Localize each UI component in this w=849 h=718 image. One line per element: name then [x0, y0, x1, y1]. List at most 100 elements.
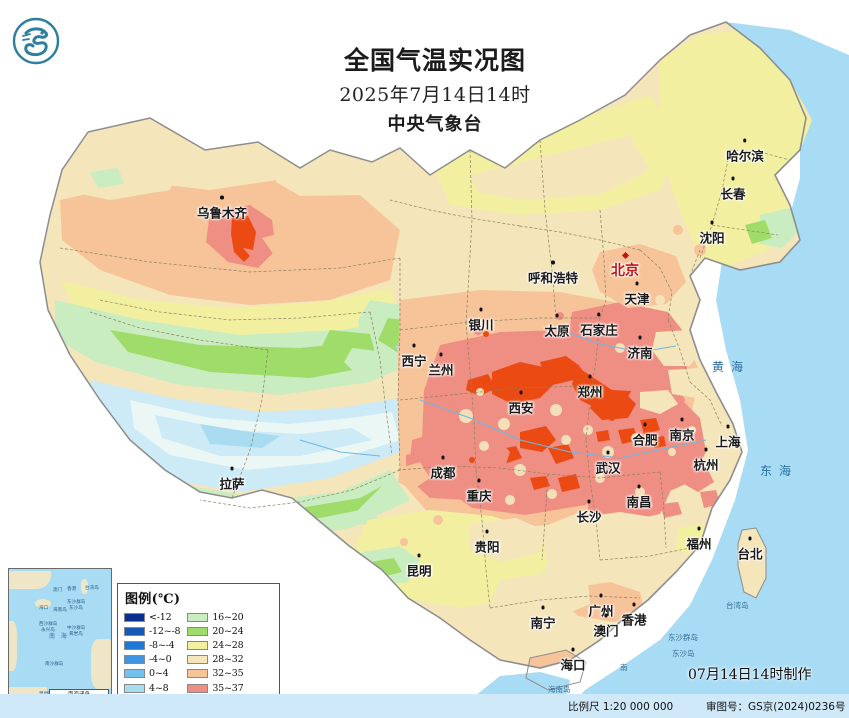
city-marker-icon — [219, 195, 224, 199]
city-label: 天津 — [624, 281, 650, 308]
inset-place-label: 西沙群岛 — [39, 622, 58, 627]
city-name: 郑州 — [577, 384, 603, 400]
city-marker-icon — [679, 417, 684, 421]
city-name: 乌鲁木齐 — [196, 205, 248, 221]
city-name: 沈阳 — [699, 230, 725, 246]
city-name: 广州 — [588, 603, 614, 619]
inset-sea-name: 南 海 — [49, 633, 69, 640]
city-name: 福州 — [686, 536, 712, 552]
legend-row: 16~20 — [187, 610, 244, 624]
city-name: 昆明 — [406, 563, 432, 579]
city-marker-icon — [440, 455, 445, 459]
city-label: 杭州 — [693, 447, 719, 474]
legend-row: 35~37 — [187, 681, 244, 695]
inset-place-label: 中沙群岛 — [67, 626, 86, 631]
city-name: 杭州 — [693, 457, 719, 473]
inset-place-label: 黄岩岛 — [69, 632, 83, 637]
legend-range-label: 0~4 — [149, 668, 169, 680]
island-name-label: 台湾岛 — [726, 601, 749, 610]
city-name: 贵阳 — [474, 539, 500, 555]
inset-place-label: 东沙岛 — [69, 606, 83, 611]
made-at-timestamp: 07月14日14时制作 — [688, 667, 812, 683]
city-marker-icon — [725, 424, 730, 428]
temperature-legend: 图例(℃) <-12-12~-8-8~-4-4~00~44~88~1212~16… — [117, 583, 280, 718]
city-marker-icon — [696, 526, 701, 530]
legend-range-label: 24~28 — [212, 639, 244, 651]
city-name: 重庆 — [466, 488, 492, 504]
island-name-label: 海南岛 — [548, 685, 571, 694]
city-marker-icon — [596, 312, 601, 316]
city-label: 南京 — [669, 417, 695, 444]
legend-color-swatch — [124, 669, 145, 679]
city-name: 长春 — [720, 186, 746, 202]
city-label: 澳门 — [593, 613, 619, 640]
title-organization: 中央气象台 — [387, 114, 483, 136]
city-label: 海口 — [560, 647, 586, 674]
legend-column-cold: <-12-12~-8-8~-4-4~00~44~88~1212~16 — [124, 610, 181, 718]
inset-place-label: 东沙群岛 — [67, 600, 86, 605]
city-label: 北京 — [611, 251, 639, 280]
city-label: 成都 — [430, 455, 456, 482]
inset-place-label: 海南岛 — [53, 608, 67, 613]
city-marker-icon — [603, 613, 608, 617]
city-marker-icon — [747, 536, 752, 540]
city-marker-icon — [518, 390, 523, 394]
inset-place-label: 南沙群岛 — [45, 662, 64, 667]
city-label: 太原 — [544, 313, 570, 340]
city-name: 南昌 — [626, 494, 652, 510]
legend-color-swatch — [187, 655, 209, 665]
city-marker-icon — [703, 447, 708, 451]
legend-color-swatch — [124, 655, 145, 665]
inset-philippines — [91, 639, 111, 689]
inset-place-label: 台湾岛 — [85, 586, 99, 591]
city-marker-icon — [550, 260, 555, 264]
legend-range-label: -4~0 — [149, 654, 172, 666]
island-name-label: 东沙岛 — [672, 649, 695, 658]
city-label: 重庆 — [466, 478, 492, 505]
legend-row: 24~28 — [187, 638, 244, 652]
city-marker-icon — [709, 220, 714, 224]
cma-dragon-logo — [8, 13, 64, 69]
legend-color-swatch — [187, 626, 209, 636]
city-label: 广州 — [588, 593, 614, 620]
city-label: 济南 — [627, 335, 653, 362]
legend-range-label: 4~8 — [149, 682, 169, 694]
map-approval-number: 审图号：GS京(2024)0236号 — [706, 701, 846, 713]
city-marker-icon — [642, 422, 647, 426]
inset-place-label: 澳门 — [53, 588, 63, 593]
city-marker-icon — [587, 374, 592, 378]
coastline — [499, 21, 807, 669]
city-name: 西安 — [508, 400, 534, 416]
city-name: 哈尔滨 — [726, 148, 764, 164]
legend-color-swatch — [124, 640, 145, 650]
city-marker-icon — [476, 478, 481, 482]
footer-bar — [0, 694, 849, 718]
city-name: 西宁 — [401, 353, 427, 369]
inset-taiwan — [81, 579, 88, 594]
legend-range-label: 28~32 — [212, 654, 244, 666]
legend-color-swatch — [124, 612, 145, 622]
legend-row: -12~-8 — [124, 624, 181, 638]
city-name: 天津 — [624, 291, 650, 307]
legend-title: 图例(℃) — [125, 592, 181, 607]
city-label: 贵阳 — [474, 529, 500, 556]
city-label: 沈阳 — [699, 220, 725, 247]
city-name: 兰州 — [428, 362, 454, 378]
city-label: 上海 — [715, 424, 741, 451]
city-label: 银川 — [468, 307, 494, 334]
city-label: 乌鲁木齐 — [196, 195, 248, 222]
city-name: 呼和浩特 — [527, 270, 579, 286]
inset-place-label: 海口 — [39, 606, 49, 611]
island-name-label: 东沙群岛 — [668, 633, 698, 642]
city-label: 石家庄 — [580, 312, 618, 339]
city-name: 南宁 — [530, 615, 556, 631]
city-name: 太原 — [544, 323, 570, 339]
island-name-label: 南 — [620, 663, 628, 672]
city-name: 成都 — [430, 465, 456, 481]
city-marker-icon — [570, 647, 575, 651]
legend-color-swatch — [187, 640, 209, 650]
title-block: 全国气温实况图 2025年7月14日14时 中央气象台 — [295, 44, 575, 138]
city-name: 济南 — [627, 345, 653, 361]
